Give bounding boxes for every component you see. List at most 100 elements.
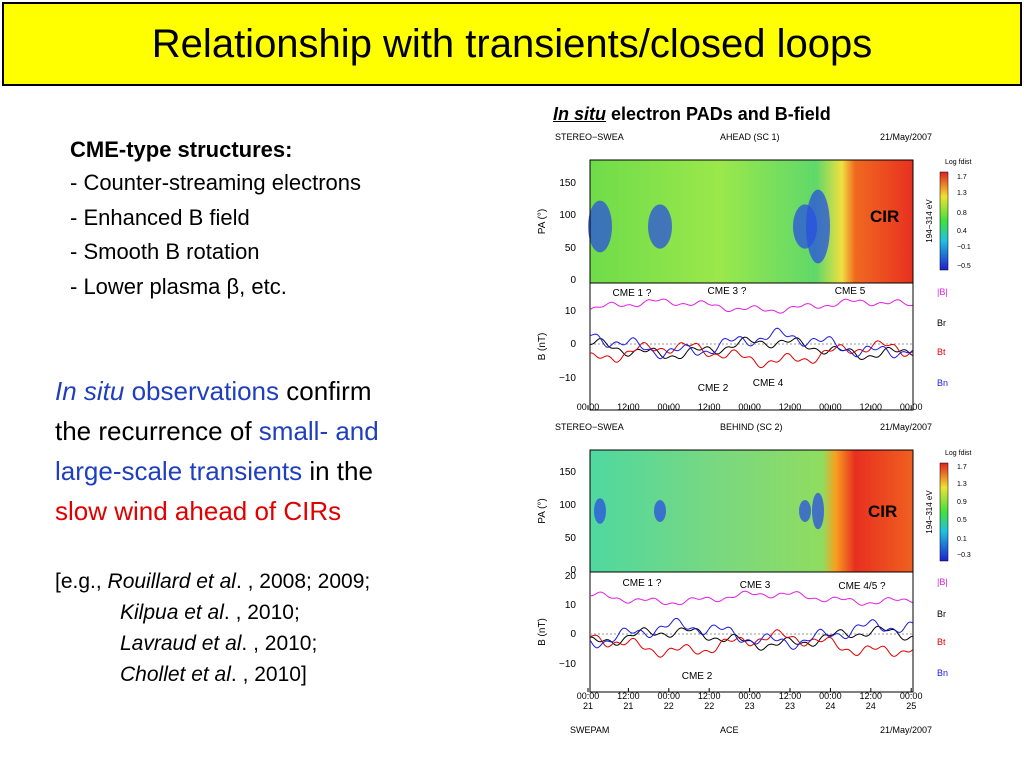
- text-run: . , 2010]: [230, 663, 307, 686]
- time-label: 00:00: [900, 691, 923, 701]
- panel-header: STEREO−SWEA: [555, 132, 624, 142]
- colorbar-tick: 0.8: [957, 210, 967, 217]
- colorbar-title: Log fdist: [945, 450, 972, 457]
- colorbar-tick: −0.5: [957, 263, 971, 270]
- colorbar-tick: 1.3: [957, 190, 967, 197]
- colorbar: [939, 462, 949, 562]
- time-label: 12:00: [779, 691, 802, 701]
- tick-label: 50: [565, 243, 577, 254]
- cir-label: CIR: [870, 207, 899, 226]
- footer: SWEPAM: [570, 725, 609, 735]
- colorbar-tick: −0.1: [957, 244, 971, 251]
- text-run: [e.g.,: [55, 570, 108, 593]
- panel-header: BEHIND (SC 2): [720, 422, 783, 432]
- axis-label: B (nT): [537, 333, 548, 361]
- component-label: Br: [937, 318, 946, 328]
- bullet: - Enhanced B field: [70, 204, 250, 230]
- text-run: small- and: [258, 416, 379, 446]
- event-label: CME 1 ?: [623, 578, 662, 589]
- component-label: Br: [937, 609, 946, 619]
- time-label: 12:00: [860, 402, 883, 412]
- colorbar-tick: 0.9: [957, 499, 967, 506]
- tick-label: −10: [559, 659, 576, 670]
- time-label: 12:00: [617, 691, 640, 701]
- text-run: slow wind ahead of CIRs: [55, 496, 342, 526]
- axis-label: PA (°): [537, 498, 548, 523]
- field-trace: [590, 336, 913, 361]
- event-label: CME 1 ?: [613, 288, 652, 299]
- event-label: CME 2: [682, 671, 713, 682]
- panel-header: STEREO−SWEA: [555, 422, 624, 432]
- bullet: - Counter-streaming electrons: [70, 170, 362, 195]
- date-label: 22: [704, 701, 714, 711]
- time-label: 12:00: [698, 691, 721, 701]
- component-label: Bt: [937, 637, 946, 647]
- colorbar-tick: 0.5: [957, 517, 967, 524]
- tick-label: 100: [559, 500, 576, 511]
- time-label: 12:00: [860, 691, 883, 701]
- caption-italic: In situ: [553, 104, 606, 124]
- heading: CME-type structures:: [70, 137, 293, 162]
- panel-header: 21/May/2007: [880, 132, 932, 142]
- component-label: Bn: [937, 668, 948, 678]
- date-label: 25: [906, 701, 916, 711]
- field-trace: [589, 340, 913, 369]
- date-label: 21: [623, 701, 633, 711]
- text-run: large-scale transients: [55, 456, 303, 486]
- tick-label: 10: [565, 306, 577, 317]
- tick-label: 50: [565, 533, 577, 544]
- bullet: - Lower plasma β, etc.: [70, 273, 287, 299]
- spectrogram: [590, 160, 913, 283]
- time-label: 00:00: [658, 691, 681, 701]
- time-label: 00:00: [819, 691, 842, 701]
- spectrogram-patch: [654, 500, 666, 522]
- footer: ACE: [720, 725, 739, 735]
- time-label: 00:00: [900, 402, 923, 412]
- reference-line: [e.g., Rouillard et al. , 2008; 2009;: [55, 570, 370, 594]
- field-trace: [589, 617, 913, 650]
- time-label: 00:00: [819, 402, 842, 412]
- text-run: in the: [302, 456, 373, 486]
- date-label: 23: [745, 701, 755, 711]
- colorbar: [939, 171, 949, 271]
- colorbar-tick: 1.3: [957, 481, 967, 488]
- field-trace: [589, 327, 913, 360]
- reference-line: Lavraud et al. , 2010;: [120, 632, 317, 656]
- time-label: 00:00: [738, 691, 761, 701]
- spectrogram-patch: [648, 204, 672, 249]
- event-label: CME 3 ?: [708, 286, 747, 297]
- colorbar-title: Log fdist: [945, 159, 972, 166]
- component-label: |B|: [937, 577, 948, 587]
- component-label: Bt: [937, 347, 946, 357]
- bullet: - Smooth B rotation: [70, 239, 260, 264]
- paragraph-line: slow wind ahead of CIRs: [55, 496, 341, 527]
- tick-label: 150: [559, 178, 576, 189]
- spectrogram-patch: [588, 200, 612, 253]
- tick-label: −10: [559, 373, 576, 384]
- event-label: CME 2: [698, 383, 729, 394]
- colorbar-tick: 0.4: [957, 228, 967, 235]
- spectrogram-patch: [799, 500, 811, 522]
- tick-label: 100: [559, 210, 576, 221]
- axis-label: B (nT): [537, 618, 548, 646]
- text-run: the recurrence of: [55, 416, 259, 446]
- colorbar-tick: 1.7: [957, 464, 967, 471]
- paragraph-line: large-scale transients in the: [55, 456, 373, 487]
- time-label: 12:00: [779, 402, 802, 412]
- figure-caption: In situ electron PADs and B-field: [553, 104, 831, 125]
- text-run: Kilpua et al: [120, 601, 224, 624]
- field-trace: [589, 629, 913, 658]
- spectrogram-patch: [812, 492, 824, 530]
- tick-label: 20: [565, 571, 577, 582]
- panel-header: AHEAD (SC 1): [720, 132, 780, 142]
- text-run: Rouillard et al: [107, 570, 236, 593]
- field-trace: [589, 590, 913, 606]
- time-label: 00:00: [738, 402, 761, 412]
- tick-label: 0: [570, 629, 576, 640]
- energy-label: 194−314 eV: [925, 199, 934, 243]
- footer: 21/May/2007: [880, 725, 932, 735]
- field-frame: [589, 282, 914, 411]
- tick-label: 0: [570, 275, 576, 286]
